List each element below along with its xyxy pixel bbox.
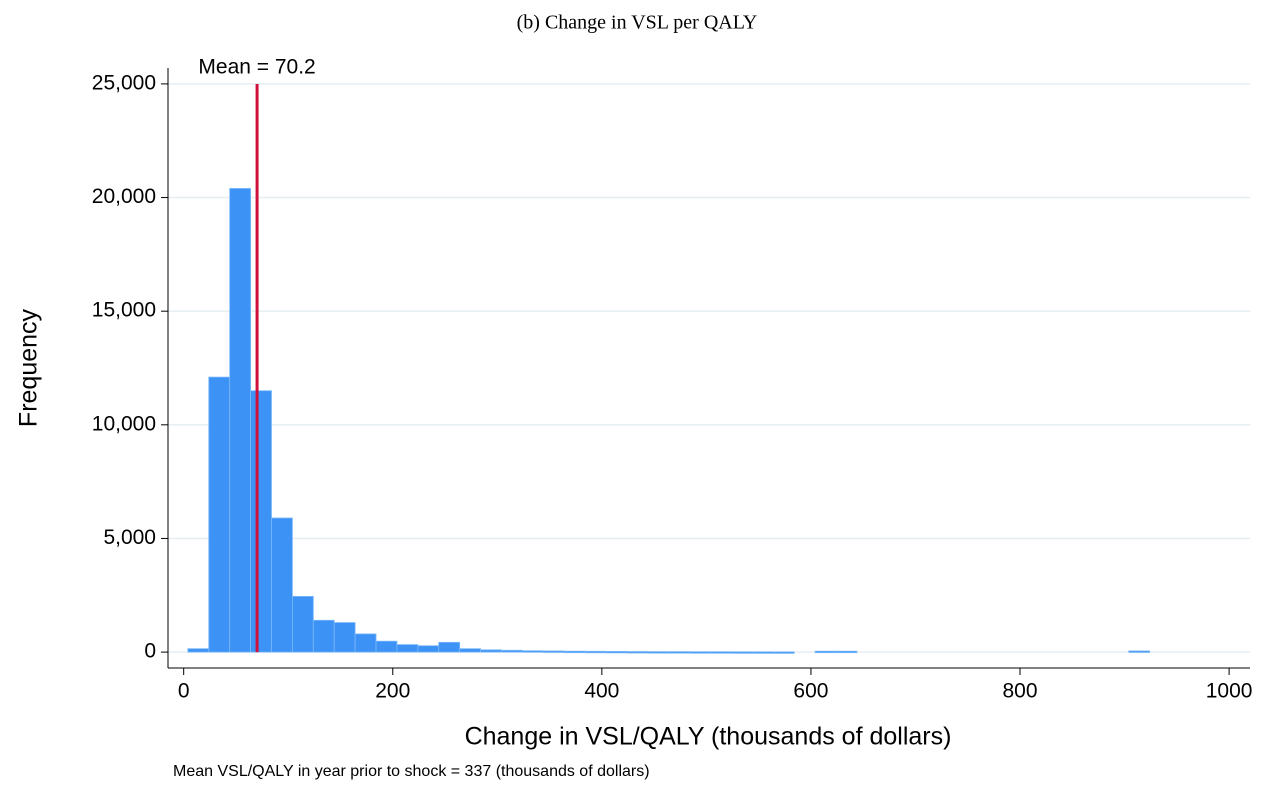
- bar: [731, 651, 753, 654]
- bar: [751, 651, 774, 654]
- bar: [354, 633, 377, 653]
- bar: [396, 644, 419, 653]
- bar: [835, 650, 858, 654]
- bar: [333, 622, 356, 653]
- bar: [480, 649, 502, 653]
- y-tick-label: 15,000: [92, 299, 156, 322]
- bar: [668, 651, 691, 654]
- x-tick-label: 800: [1002, 680, 1037, 703]
- bar: [710, 651, 732, 654]
- x-tick-label: 1000: [1206, 680, 1253, 703]
- bar: [292, 596, 314, 653]
- bar: [187, 648, 210, 653]
- bar: [605, 651, 628, 654]
- bar: [647, 651, 670, 654]
- bar: [563, 650, 586, 654]
- y-axis-label: Frequency: [15, 308, 43, 427]
- y-tick-label: 25,000: [92, 71, 156, 94]
- x-tick-label: 600: [793, 680, 828, 703]
- y-tick-label: 0: [144, 640, 156, 663]
- bar: [438, 641, 461, 653]
- bar: [814, 650, 837, 654]
- bar: [271, 517, 293, 653]
- bar: [689, 651, 711, 654]
- bar: [250, 390, 272, 653]
- bar: [417, 645, 440, 653]
- chart-title: (b) Change in VSL per QALY: [517, 12, 758, 34]
- y-tick-label: 5,000: [103, 526, 156, 549]
- bar: [521, 650, 544, 653]
- x-axis-label: Change in VSL/QALY (thousands of dollars…: [465, 723, 952, 751]
- x-tick-label: 0: [178, 680, 190, 703]
- bar: [375, 640, 398, 653]
- x-tick-label: 200: [375, 680, 410, 703]
- bar: [772, 651, 795, 654]
- mean-label: Mean = 70.2: [198, 56, 315, 79]
- bar: [312, 619, 335, 653]
- y-tick-label: 20,000: [92, 185, 156, 208]
- bar: [501, 649, 523, 653]
- note: Mean VSL/QALY in year prior to shock = 3…: [173, 763, 650, 780]
- bar: [584, 650, 607, 654]
- bar: [459, 648, 481, 653]
- x-tick-label: 400: [584, 680, 619, 703]
- bar: [626, 651, 649, 654]
- bar: [542, 650, 565, 653]
- y-tick-label: 10,000: [92, 412, 156, 435]
- bar: [208, 376, 231, 653]
- bar: [229, 188, 251, 653]
- bar: [1128, 650, 1151, 653]
